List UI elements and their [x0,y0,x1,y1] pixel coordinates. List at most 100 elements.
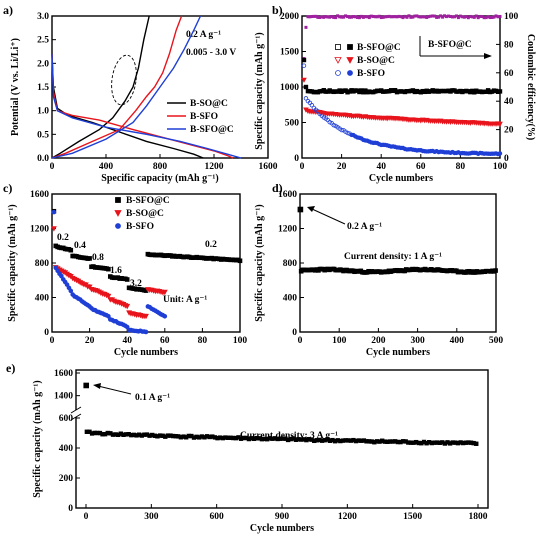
panel-e-ytick-label: 1600 [54,369,73,379]
panel-b-xtick-label: 80 [456,162,466,172]
panel-d-xlabel: Cycle numbers [366,347,430,358]
panel-b-legend-hollow-marker [335,70,341,76]
panel-c-xtick-label: 20 [85,336,95,346]
panel-c-xtick-label: 0 [50,336,55,346]
panel-c-xtick-label: 60 [160,336,170,346]
panel-e-ytick-label: 400 [59,444,74,454]
panel-a-ytick-label: 2.0 [37,59,49,69]
panel-d-first-marker [297,206,304,213]
panel-e-axis-break [70,406,82,414]
panel-b-ce-marker [334,16,338,20]
panel-d-ytick-label: 800 [283,259,298,269]
panel-d-xtick-label: 100 [332,336,347,346]
panel-e-ytick-label: 1400 [54,392,73,402]
panel-c-red-marker [161,289,168,296]
panel-b-ce-marker [405,15,409,19]
panel-c-rate-label: 0.8 [92,253,104,263]
panel-e-xtick-label: 300 [144,512,159,522]
panel-c-rate-label: 1.6 [110,266,122,276]
panel-c-legend-label: B-SFO [126,222,154,232]
panel-d-xtick-label: 400 [450,336,465,346]
panel-b-legend-label: B-SO@C [357,56,395,66]
panel-a-xtick-label: 400 [99,162,114,172]
panel-b-y2tick-label: 100 [504,12,519,22]
panel-c-xtick-label: 100 [233,336,248,346]
panel-b-legend-hollow-marker [335,44,341,50]
panel-e-annotation-density: Current density: 3 A g⁻¹ [240,431,338,441]
panel-b-ce-marker [304,25,308,29]
panel-a-xtick-label: 0 [50,162,55,172]
panel-d-marker [493,268,498,273]
panel-b-frame [301,15,501,159]
panel-a-xtick-label: 1600 [259,162,278,172]
panel-c-rate-label: 3.2 [130,279,142,289]
panel-d-annotation-density: Current density: 1 A g⁻¹ [344,252,442,262]
panel-b-legend-label: B-SFO [357,69,385,79]
panel-c-legend-label: B-SFO@C [126,196,170,206]
panel-c-xtick-label: 80 [198,336,208,346]
panel-b-y2label: Coulombic efficiency(%) [525,34,536,140]
panel-b-y2tick-label: 20 [504,126,514,136]
panel-d-xtick-label: 200 [371,336,386,346]
panel-c-red-marker [50,226,57,232]
panel-a-black-charge-curve [51,15,150,159]
panel-a-ytick-label: 1.0 [37,107,49,117]
panel-e-axis-break-mask [73,410,81,417]
panel-c: c) 0 20 40 60 80 100 0 400 800 1200 1600 Cycle numbe… [3,181,247,358]
panel-d: d) 0 100 200 300 400 500 0 400 800 1200 1600 Cycle n… [254,181,503,358]
panel-c-legend-marker [114,210,122,217]
panel-d-ylabel: Specific capacity (mAh g⁻¹) [254,204,265,321]
panel-b: b)0 20 40 60 80 10005001000150020000204060801… [254,3,536,184]
panel-c-rate-label: 0.2 [57,233,69,243]
panel-e: e) 1400 1600 0 200 400 600 0 300 600 900 1200 1500 18… [6,361,489,534]
panel-e-xtick-label: 900 [275,512,290,522]
panel-c-red-marker [105,293,112,300]
panel-e-letter: e) [6,361,15,375]
panel-c-ylabel: Specific capacity (mAh g⁻¹) [7,204,18,321]
panel-c-ytick-label: 1200 [30,225,49,235]
panel-a-annotation-window: 0.005 - 3.0 V [186,48,236,58]
panel-e-ytick-label: 0 [68,504,73,514]
panel-b-ytick-label: 1000 [280,83,299,93]
panel-c-ytick-label: 800 [35,259,50,269]
panel-b-ytick-label: 2000 [280,12,299,22]
panel-b-bsfo-marker [339,127,344,133]
panel-b-bsfo-marker [497,151,503,156]
panel-b-xtick-label: 0 [300,162,305,172]
panel-d-xtick-label: 0 [298,336,303,346]
panel-e-xtick-label: 1800 [469,512,488,522]
panel-d-annotation-rate: 0.2 A g⁻¹ [347,222,382,232]
panel-b-ce-marker [498,14,502,18]
panel-b-ce-marker [474,14,478,18]
panel-b-bsoc-marker [301,77,307,83]
panel-d-ytick-label: 1600 [278,190,297,200]
panel-c-black-marker [87,256,92,261]
panel-a-xlabel: Specific capacity (mAh g⁻¹) [101,173,218,184]
panel-d-letter: d) [272,181,283,195]
panel-a-red-charge-curve [51,15,183,159]
panel-a-ytick-label: 2.5 [37,36,49,46]
panel-a-legend-label: B-SFO@C [190,125,234,135]
panel-c-blue-marker [59,273,64,279]
panel-d-ytick-label: 400 [283,294,298,304]
panel-c-legend-label: B-SO@C [126,209,164,219]
panel-c-legend-marker [115,197,121,203]
panel-c-red-marker [143,313,149,320]
panel-b-letter: b) [272,3,283,17]
panel-d-ytick-label: 1200 [278,225,297,235]
panel-d-ytick-label: 0 [292,328,297,338]
panel-e-xlabel: Cycle numbers [250,523,314,534]
panel-a-xtick-label: 1200 [205,162,224,172]
panel-b-ylabel: Specific capacity (mAh g⁻¹) [254,32,265,149]
panel-c-ytick-label: 0 [44,328,49,338]
panel-a-letter: a) [3,3,13,17]
panel-b-xlabel: Cycle numbers [369,173,433,184]
panel-b-y2tick-label: 60 [504,69,514,79]
panel-e-xtick-label: 0 [84,512,89,522]
panel-e-marker [474,441,479,446]
panel-c-xlabel: Cycle numbers [114,347,178,358]
panel-b-ytick-label: 1500 [280,48,299,58]
panel-d-xtick-label: 300 [410,336,425,346]
panel-a-ytick-label: 1.5 [37,83,49,93]
